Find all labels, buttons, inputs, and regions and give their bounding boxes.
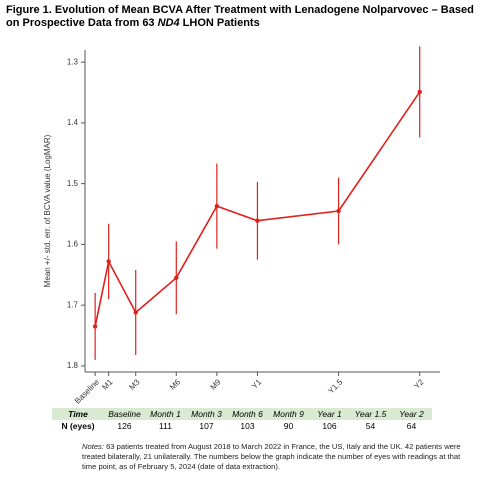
data-line: [94, 91, 421, 327]
notes-text: 63 patients treated from August 2018 to …: [82, 442, 461, 471]
x-tick-label: Y2: [412, 377, 426, 391]
table-count: 111: [159, 421, 172, 431]
data-point: [336, 208, 341, 214]
title-part: ND4: [157, 17, 180, 29]
x-tick-label: Y1.5: [326, 377, 344, 395]
table-count: 107: [199, 421, 214, 431]
table-time: Month 3: [186, 408, 227, 420]
y-tick-label: 1.6: [67, 240, 79, 249]
y-tick-label: 1.7: [67, 300, 79, 309]
y-tick-label: 1.3: [67, 57, 79, 66]
title-part: LHON Patients: [179, 17, 260, 29]
table-time: Year 1.5: [350, 408, 391, 420]
table-time: Year 1: [309, 408, 350, 420]
data-point: [92, 324, 98, 329]
chart-title: Figure 1. Evolution of Mean BCVA After T…: [6, 4, 474, 30]
x-tick-label: M9: [209, 377, 224, 392]
table-count: 54: [365, 421, 376, 431]
x-tick-label: M6: [168, 377, 183, 392]
count-table: Time Baseline Month 1 Month 3 Month 6 Month 9…: [52, 408, 432, 432]
data-point: [255, 218, 260, 223]
table-header: Time: [52, 408, 104, 420]
y-tick-label: 1.5: [67, 179, 79, 188]
data-point: [174, 275, 179, 281]
chart: 1.3 1.4 1.5 1.6 1.7 1.8 Baseline M1 M3 M6 M9 Y1 Y1.5…: [43, 46, 440, 405]
x-tick-label: M3: [127, 377, 142, 392]
table-count: 103: [240, 421, 255, 431]
y-axis-label: Mean +/- std. err. of BCVA value (LogMAR…: [43, 134, 52, 287]
table-time: Month 1: [145, 408, 186, 420]
x-tick-label: Y1: [250, 377, 264, 391]
data-point: [214, 203, 220, 209]
y-tick-label: 1.8: [67, 361, 79, 370]
table-count: 126: [117, 421, 132, 431]
table-time: Year 2: [391, 408, 432, 420]
table-time: Baseline: [104, 408, 145, 420]
table-count-row: N (eyes) 126 111 107 103 90 106 54 64: [52, 420, 432, 432]
table-header-row: Time Baseline Month 1 Month 3 Month 6 Month 9…: [52, 408, 432, 420]
data-point: [106, 259, 111, 264]
notes: Notes: 63 patients treated from August 2…: [82, 442, 462, 472]
table-time: Month 9: [268, 408, 309, 420]
table-count: 106: [322, 421, 337, 431]
data-point: [133, 310, 138, 315]
table-time: Month 6: [227, 408, 268, 420]
table-row-label: N (eyes): [61, 421, 95, 431]
table-count: 90: [283, 421, 294, 431]
x-tick-label: Baseline: [73, 377, 101, 405]
y-tick-label: 1.4: [67, 118, 79, 127]
notes-label: Notes:: [82, 442, 104, 451]
x-tick-label: M1: [100, 377, 115, 392]
table-count: 64: [406, 421, 417, 431]
data-point: [417, 89, 422, 95]
title-part: Figure 1. Evolution of Mean BCVA After T…: [6, 4, 474, 29]
